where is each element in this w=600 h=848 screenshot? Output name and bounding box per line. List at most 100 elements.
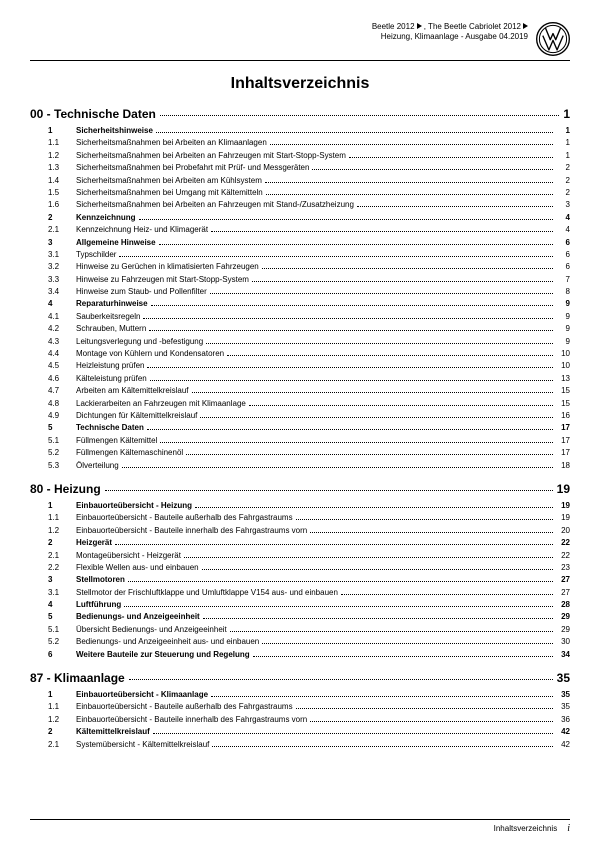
toc-row-page: 1 [556,137,570,149]
toc-row: 3.2Hinweise zu Gerüchen in klimatisierte… [30,261,570,273]
toc-row-page: 35 [556,689,570,701]
toc-row: 5.1Füllmengen Kältemittel17 [30,435,570,447]
toc-row-number: 3.1 [30,587,76,599]
toc-row-label: Systemübersicht - Kältemittelkreislauf [76,739,209,751]
toc-row-label: Einbauorteübersicht - Bauteile innerhalb… [76,714,307,726]
toc-row-label: Typschilder [76,249,116,261]
toc-row: 4.2Schrauben, Muttern9 [30,323,570,335]
toc-leader-dots [119,256,553,257]
toc-row: 2Kältemittelkreislauf42 [30,726,570,738]
toc-row: 1.1Einbauorteübersicht - Bauteile außerh… [30,701,570,713]
toc-row-label: Schrauben, Muttern [76,323,146,335]
toc-leader-dots [150,380,553,381]
toc-leader-dots [230,631,553,632]
toc-leader-dots [195,507,553,508]
toc-row: 4Reparaturhinweise9 [30,298,570,310]
toc-leader-dots [265,182,553,183]
toc-row-label: Bedienungs- und Anzeigeeinheit aus- und … [76,636,259,648]
toc-leader-dots [122,467,553,468]
toc-leader-dots [249,405,553,406]
toc-row-label: Technische Daten [76,422,144,434]
toc-row-number: 4.5 [30,360,76,372]
toc-row-number: 1.2 [30,525,76,537]
toc-row: 2.1Kennzeichnung Heiz- und Klimagerät4 [30,224,570,236]
toc-leader-dots [159,244,553,245]
toc-row-number: 3 [30,574,76,586]
toc-leader-dots [151,305,553,306]
vw-logo-icon [536,22,570,56]
toc-leader-dots [202,569,553,570]
toc-leader-dots [139,219,553,220]
toc-row-number: 1.6 [30,199,76,211]
toc-row-number: 2 [30,212,76,224]
toc-row-number: 2 [30,537,76,549]
toc-leader-dots [312,169,553,170]
toc-leader-dots [153,733,553,734]
toc-row-label: Füllmengen Kältemittel [76,435,157,447]
toc-row-page: 42 [556,726,570,738]
toc-row-page: 23 [556,562,570,574]
toc-leader-dots [147,429,553,430]
toc-row: 5.2Füllmengen Kältemaschinenöl17 [30,447,570,459]
toc-row-number: 2.1 [30,739,76,751]
toc-row-label: Stellmotoren [76,574,125,586]
header-subtitle: Heizung, Klimaanlage - Ausgabe 04.2019 [30,32,528,42]
toc-leader-dots [156,132,553,133]
toc-row-number: 1.2 [30,150,76,162]
toc-row-page: 17 [556,422,570,434]
toc-row-number: 1 [30,689,76,701]
toc-row: 1.2Einbauorteübersicht - Bauteile innerh… [30,714,570,726]
toc-row: 5Technische Daten 17 [30,422,570,434]
toc-section-heading: 87 - Klimaanlage35 [30,671,570,685]
toc-row-number: 5 [30,422,76,434]
toc-row-page: 15 [556,398,570,410]
toc-row-page: 6 [556,261,570,273]
toc-row-page: 19 [556,512,570,524]
toc-row: 1.6Sicherheitsmaßnahmen bei Arbeiten an … [30,199,570,211]
toc-row-page: 29 [556,611,570,623]
toc-row-number: 1.4 [30,175,76,187]
toc-row-number: 2.1 [30,224,76,236]
toc-row-label: Luftführung [76,599,121,611]
toc-row-number: 1.5 [30,187,76,199]
toc-row-page: 9 [556,323,570,335]
toc-row-label: Einbauorteübersicht - Heizung [76,500,192,512]
toc-row: 2Heizgerät22 [30,537,570,549]
toc-row: 4.1Sauberkeitsregeln9 [30,311,570,323]
toc-leader-dots [129,679,553,680]
toc-row-page: 10 [556,348,570,360]
toc-row-number: 2 [30,726,76,738]
toc-row-label: Sicherheitsmaßnahmen bei Umgang mit Kält… [76,187,263,199]
toc-row-number: 1.1 [30,512,76,524]
toc-leader-dots [270,144,553,145]
toc-row-page: 1 [556,125,570,137]
toc-row-page: 6 [556,237,570,249]
toc-row: 4.5Heizleistung prüfen10 [30,360,570,372]
toc-row-page: 19 [556,500,570,512]
toc-row-label: Kennzeichnung [76,212,136,224]
toc-leader-dots [203,618,553,619]
toc-leader-dots [192,392,554,393]
toc-row: 5Bedienungs- und Anzeigeeinheit29 [30,611,570,623]
toc-row-label: Sicherheitsmaßnahmen bei Arbeiten an Fah… [76,199,354,211]
toc-row-label: Heizgerät [76,537,112,549]
toc-leader-dots [296,519,553,520]
toc-row-page: 2 [556,162,570,174]
toc-row: 3.4Hinweise zum Staub- und Pollenfilter8 [30,286,570,298]
toc-row-number: 1.1 [30,701,76,713]
toc-section-label: 80 - Heizung [30,482,101,496]
toc-leader-dots [149,330,553,331]
toc-row-number: 5.3 [30,460,76,472]
toc-row-page: 6 [556,249,570,261]
toc-row-label: Kälteleistung prüfen [76,373,147,385]
toc-row-label: Montage von Kühlern und Kondensatoren [76,348,224,360]
toc-row: 1.2Sicherheitsmaßnahmen bei Arbeiten an … [30,150,570,162]
toc-row-page: 17 [556,435,570,447]
toc-row-label: Heizleistung prüfen [76,360,144,372]
toc-leader-dots [210,293,553,294]
toc-row: 4.9Dichtungen für Kältemittelkreislauf16 [30,410,570,422]
toc-row-page: 28 [556,599,570,611]
toc-row-label: Flexible Wellen aus- und einbauen [76,562,199,574]
toc-leader-dots [147,367,553,368]
toc-row-number: 3.1 [30,249,76,261]
